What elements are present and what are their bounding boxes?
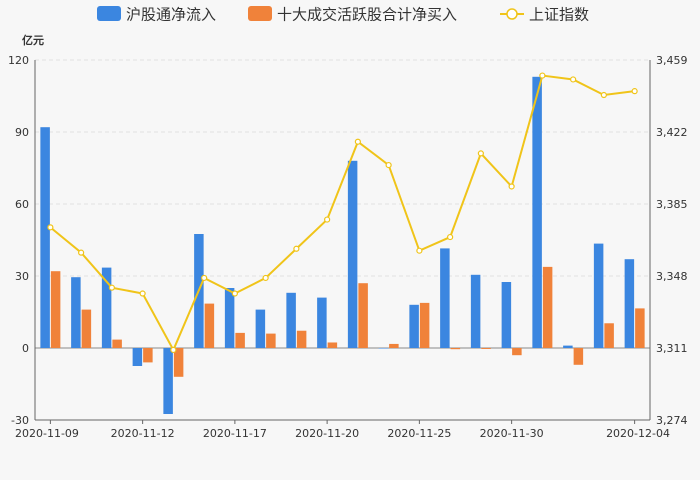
index-point bbox=[201, 274, 208, 282]
bar-top10 bbox=[481, 348, 491, 349]
bar-top10 bbox=[143, 348, 153, 363]
bar-top10 bbox=[296, 330, 307, 348]
index-point bbox=[416, 247, 423, 254]
legend-label: 十大成交活跃股合计净买入 bbox=[277, 6, 457, 24]
bar-northbound bbox=[532, 76, 542, 349]
bar-top10 bbox=[542, 266, 553, 348]
y-right-tick-label: 3,422 bbox=[656, 126, 688, 139]
y-left-tick-label: -30 bbox=[11, 414, 29, 427]
bar-northbound bbox=[255, 309, 266, 348]
bar-top10 bbox=[573, 348, 584, 365]
x-tick-label: 2020-11-12 bbox=[111, 427, 175, 440]
legend-label: 上证指数 bbox=[529, 6, 589, 24]
bar-northbound bbox=[347, 160, 358, 348]
bar-top10 bbox=[512, 348, 522, 356]
legend-label: 沪股通净流入 bbox=[126, 6, 216, 24]
y-right-tick-label: 3,274 bbox=[656, 414, 688, 427]
bar-northbound bbox=[624, 259, 635, 348]
index-point bbox=[477, 150, 484, 157]
y-left-tick-label: 0 bbox=[22, 342, 29, 355]
index-point bbox=[324, 216, 331, 223]
bar-northbound bbox=[470, 274, 481, 348]
bar-northbound bbox=[378, 348, 389, 349]
y-right-tick-label: 3,459 bbox=[656, 54, 688, 67]
bar-northbound bbox=[40, 127, 50, 348]
x-tick-label: 2020-11-20 bbox=[295, 427, 359, 440]
y-left-tick-label: 90 bbox=[15, 126, 29, 139]
y-left-tick-label: 120 bbox=[8, 54, 29, 67]
bar-northbound bbox=[71, 277, 81, 348]
index-point bbox=[570, 76, 577, 83]
bar-northbound bbox=[409, 304, 419, 348]
index-point bbox=[631, 88, 638, 95]
y-left-tick-label: 60 bbox=[15, 198, 29, 211]
y-unit-label: 亿元 bbox=[22, 33, 44, 47]
bar-northbound bbox=[440, 248, 450, 348]
legend-swatch bbox=[97, 6, 121, 21]
index-point bbox=[108, 284, 115, 291]
bar-top10 bbox=[204, 303, 215, 348]
x-tick-label: 2020-11-30 bbox=[480, 427, 544, 440]
y-left-tick-label: 30 bbox=[15, 270, 29, 283]
bar-northbound bbox=[163, 348, 173, 414]
bar-top10 bbox=[604, 323, 614, 348]
index-point bbox=[293, 245, 300, 252]
index-point bbox=[447, 233, 454, 241]
bar-northbound bbox=[286, 292, 296, 348]
bar-top10 bbox=[50, 271, 61, 348]
index-point bbox=[78, 249, 85, 256]
index-point bbox=[600, 91, 607, 99]
bar-northbound bbox=[501, 282, 512, 348]
bar-top10 bbox=[450, 348, 461, 350]
legend-swatch bbox=[248, 6, 272, 21]
bar-top10 bbox=[327, 342, 338, 348]
index-point bbox=[47, 224, 54, 231]
bar-top10 bbox=[635, 308, 645, 348]
index-point bbox=[170, 346, 177, 354]
bar-northbound bbox=[563, 345, 573, 348]
bar-northbound bbox=[224, 288, 235, 348]
y-right-tick-label: 3,311 bbox=[656, 342, 688, 355]
index-point bbox=[354, 138, 361, 145]
bar-northbound bbox=[593, 243, 604, 348]
x-tick-label: 2020-12-04 bbox=[606, 427, 670, 440]
bar-top10 bbox=[389, 343, 399, 348]
index-point bbox=[508, 183, 515, 190]
y-right-tick-label: 3,348 bbox=[656, 270, 688, 283]
bar-northbound bbox=[101, 267, 112, 348]
bar-northbound bbox=[317, 297, 327, 348]
x-tick-label: 2020-11-09 bbox=[15, 427, 79, 440]
index-point bbox=[231, 290, 238, 297]
index-point bbox=[385, 161, 392, 169]
index-line bbox=[49, 74, 635, 353]
bar-top10 bbox=[358, 283, 368, 348]
index-point bbox=[539, 72, 546, 79]
y-right-tick-label: 3,385 bbox=[656, 198, 688, 211]
x-tick-label: 2020-11-25 bbox=[387, 427, 451, 440]
bar-top10 bbox=[112, 339, 122, 348]
bar-top10 bbox=[419, 302, 430, 348]
bar-top10 bbox=[266, 333, 276, 348]
bar-northbound bbox=[132, 348, 143, 366]
index-point bbox=[262, 274, 269, 282]
bar-top10 bbox=[235, 332, 245, 348]
x-tick-label: 2020-11-17 bbox=[203, 427, 267, 440]
legend-swatch-marker bbox=[506, 8, 518, 20]
index-point bbox=[139, 290, 146, 297]
bar-top10 bbox=[81, 309, 92, 348]
bar-top10 bbox=[173, 348, 184, 377]
